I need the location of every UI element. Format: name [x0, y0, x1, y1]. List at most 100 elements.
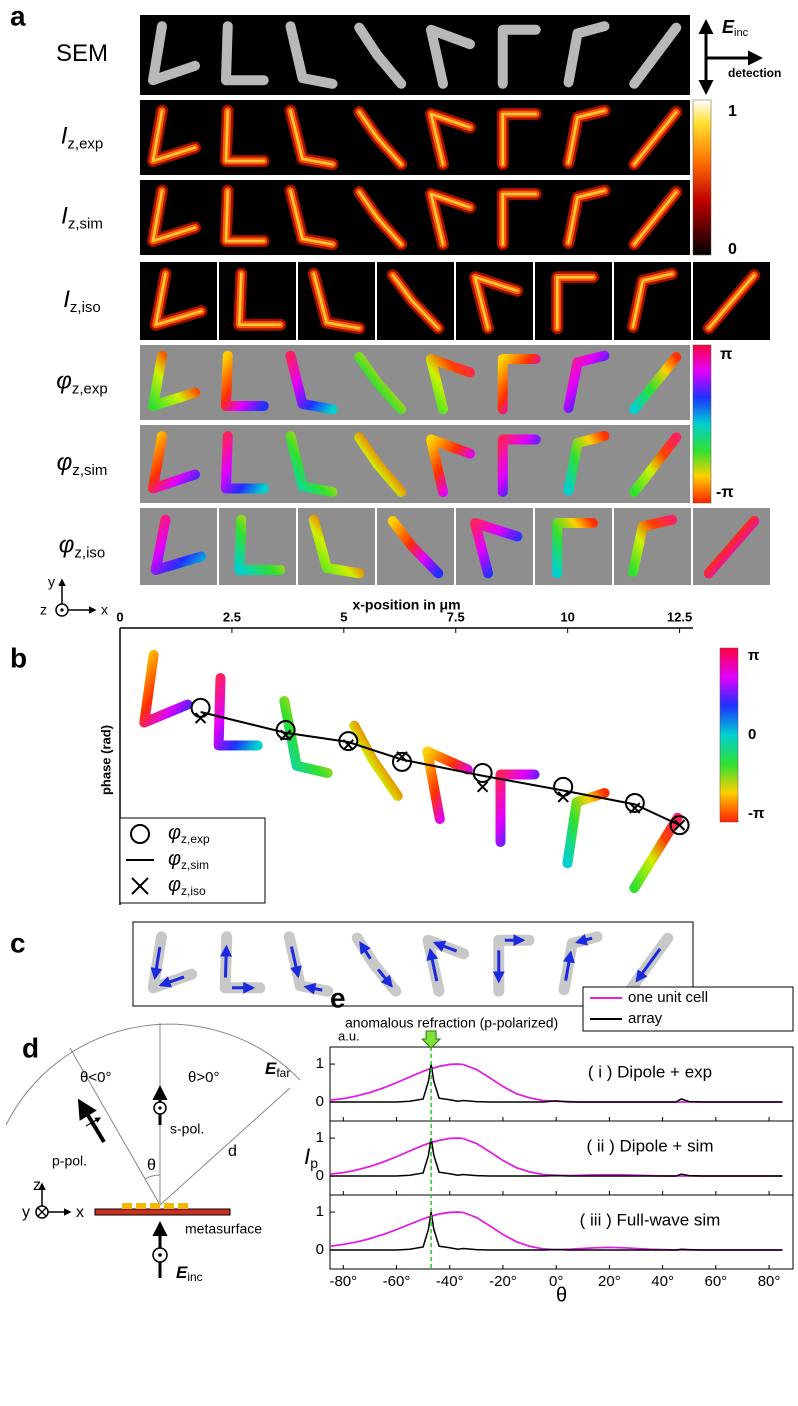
symbol: SEM: [56, 40, 108, 67]
particle-core: [289, 189, 334, 246]
angle-label: θ>0°: [188, 1069, 219, 1086]
particle-core: [151, 189, 197, 243]
current-arrow: [563, 950, 575, 981]
label: Einc: [722, 17, 749, 39]
x-tick-label: -80°: [329, 1273, 357, 1290]
current-arrow: [158, 975, 185, 988]
legend-label: one unit cell: [628, 989, 708, 1006]
particle: [422, 746, 473, 824]
subscript: p: [310, 1155, 318, 1171]
panel-d: d z y x θ<0° θ>0° Efar p-pol. s-pol. θ d…: [5, 1023, 301, 1284]
iso-point: [557, 791, 569, 803]
colorbar-label: π: [748, 647, 760, 664]
angle-label: θ<0°: [80, 1069, 111, 1086]
particle-core: [312, 272, 361, 330]
panel-letter: c: [10, 927, 26, 958]
iso-point: [673, 819, 686, 831]
particle-core: [501, 112, 537, 166]
metasurface-label: metasurface: [185, 1221, 262, 1237]
iso-point: [396, 751, 408, 763]
legend-box: [582, 986, 794, 1032]
particle: [308, 514, 365, 579]
x-tick-label: 0: [116, 609, 123, 624]
detection-label: detection: [728, 66, 781, 80]
particle-core: [707, 273, 756, 330]
label: Iz,exp: [61, 123, 104, 153]
symbol: I: [61, 123, 68, 150]
antenna: [178, 1203, 188, 1209]
current-arrow: [303, 982, 323, 995]
particle: [552, 518, 598, 579]
y-tick-label: 1: [316, 1203, 324, 1220]
symbol: I: [304, 1144, 310, 1169]
far-field-arc: [5, 1023, 301, 1126]
y-tick-label: 0: [316, 1093, 324, 1110]
iso-point: [279, 729, 292, 741]
theta-label: θ: [147, 1157, 156, 1174]
particle-core: [391, 273, 440, 330]
label: Iz,iso: [63, 286, 101, 316]
legend-symbol: [130, 824, 150, 844]
particle: [629, 22, 682, 89]
current-arrow: [220, 944, 233, 978]
particle: [349, 720, 403, 801]
x-tick-label: 60°: [704, 1273, 727, 1290]
x-tick-label: 7.5: [447, 609, 465, 624]
x-tick-label: -60°: [383, 1273, 411, 1290]
panel-e: e a.u. Ip θ anomalous refraction (p-polarize…: [304, 982, 794, 1306]
axis-label: z: [40, 602, 47, 618]
colorbar-label: -π: [716, 484, 734, 501]
x-tick-label: -20°: [489, 1273, 517, 1290]
particle-core: [224, 109, 265, 163]
panel-b: byz x 0 2.5 5 7.5 10 12.5x-position in μmphase …: [10, 574, 765, 905]
symbol: I: [63, 286, 70, 313]
particle: [629, 352, 682, 415]
label: φz,iso: [59, 532, 106, 562]
particle: [285, 21, 338, 89]
particle-core: [556, 275, 595, 330]
particle: [354, 22, 407, 89]
subscript: z,iso: [181, 884, 206, 898]
iso-point: [629, 802, 641, 814]
legend-symbol: [131, 877, 149, 895]
subscript: z,sim: [72, 462, 107, 479]
colorbar-label: -π: [748, 805, 765, 822]
particle: [220, 350, 269, 411]
annotation: anomalous refraction (p-polarized): [345, 1015, 558, 1031]
particle: [497, 354, 541, 415]
x-axis-title: θ: [556, 1284, 567, 1306]
field-label: Efar: [265, 1059, 290, 1080]
particle: [495, 769, 540, 847]
current-arrow: [635, 947, 662, 983]
image-cell: [140, 508, 217, 585]
s-pol-label: s-pol.: [170, 1121, 204, 1137]
current-arrow: [432, 940, 458, 953]
panel-letter: d: [22, 1032, 39, 1063]
panel-a: aSEMIz,expIz,simIz,isoφz,expφz,simφz,iso…: [10, 0, 781, 585]
antenna: [136, 1203, 146, 1209]
particle: [563, 350, 610, 413]
particle: [354, 352, 407, 415]
particle: [139, 650, 193, 728]
plot-box: [329, 1194, 794, 1270]
symbol: φ: [59, 532, 75, 559]
x-tick-label: 40°: [651, 1273, 674, 1290]
particle: [148, 431, 200, 494]
particle-core: [633, 110, 678, 166]
symbol: φ: [168, 822, 181, 844]
axis-label: z: [33, 1177, 41, 1194]
particle: [234, 514, 286, 575]
x-tick-label: 5: [340, 609, 347, 624]
particle-core: [473, 275, 519, 330]
curve: [330, 1137, 783, 1177]
subscript: inc: [187, 1270, 202, 1284]
label: Iz,sim: [61, 203, 103, 233]
annotation-arrow: [420, 1030, 442, 1049]
current-arrow: [150, 946, 163, 980]
plot-box: [329, 1046, 794, 1122]
colorbar-label: 1: [728, 103, 737, 120]
x-tick-label: 12.5: [667, 609, 692, 624]
particle: [470, 518, 523, 579]
